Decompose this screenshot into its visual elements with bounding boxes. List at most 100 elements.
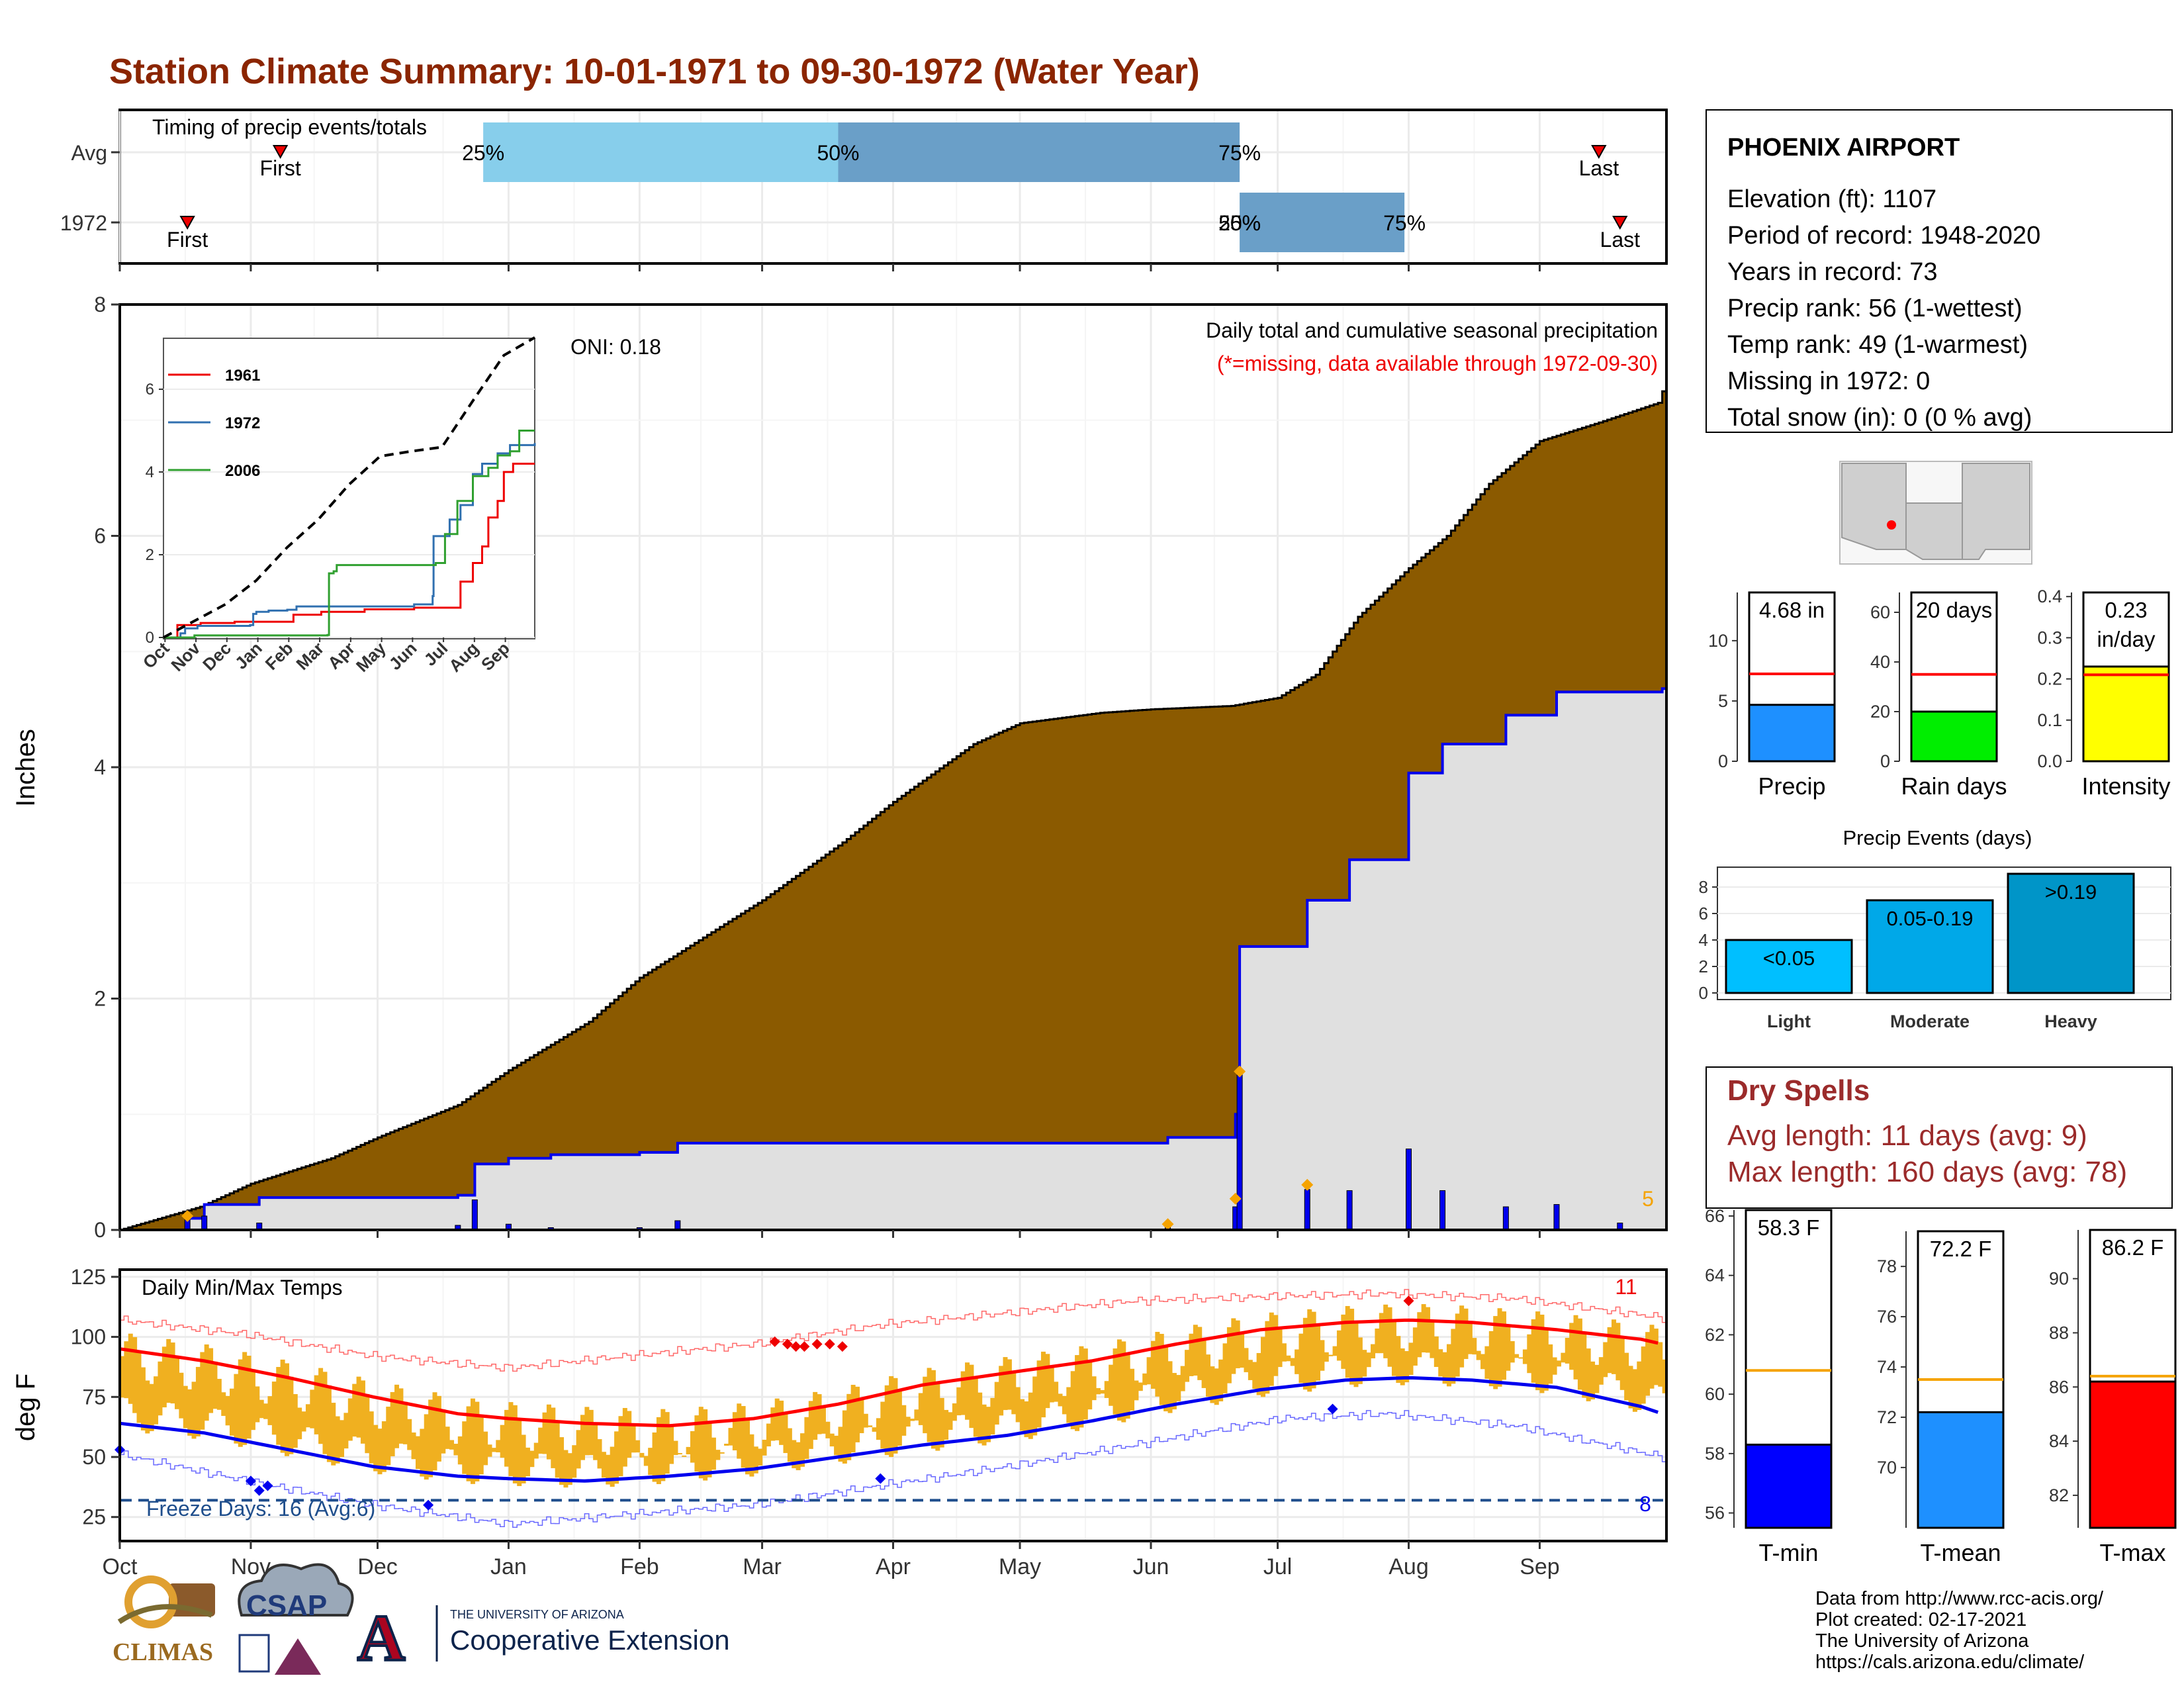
daily-temp-bar [905, 1417, 911, 1427]
daily-temp-bar [686, 1446, 691, 1455]
daily-temp-bar [394, 1384, 400, 1448]
summary-bar [2089, 1380, 2177, 1529]
daily-temp-bar [1493, 1316, 1498, 1389]
daily-temp-bar [1628, 1366, 1633, 1409]
daily-temp-bar [796, 1442, 801, 1470]
daily-temp-bar [1649, 1325, 1655, 1389]
y-tick-label: 0.0 [2037, 751, 2062, 771]
daily-temp-bar [850, 1384, 856, 1452]
extreme-precip-marker [1234, 1065, 1246, 1078]
daily-temp-bar [749, 1434, 754, 1477]
y-tick-label: 0.3 [2037, 628, 2062, 647]
daily-temp-bar [787, 1428, 792, 1462]
inset-legend-label: 1961 [225, 367, 260, 385]
x-tick-label: Aug [1388, 1554, 1429, 1579]
daily-temp-bar [1357, 1337, 1363, 1384]
daily-temp-bar [183, 1385, 188, 1429]
daily-temp-bar [204, 1344, 209, 1421]
daily-temp-bar [1206, 1354, 1210, 1397]
quartile-bar-lower [483, 122, 839, 182]
summary-value-label: 20 days [1916, 598, 1993, 622]
daily-temp-bar [462, 1421, 467, 1474]
summary-bar [1745, 1443, 1833, 1529]
oni-label: ONI: 0.18 [570, 335, 661, 359]
summary-value-label: 86.2 F [2102, 1235, 2164, 1260]
y-tick-label: 0 [94, 1218, 106, 1242]
daily-temp-bar [1371, 1344, 1376, 1359]
temp-ylabel: deg F [11, 1374, 40, 1441]
daily-temp-bar [800, 1433, 805, 1467]
daily-temp-bar [478, 1415, 484, 1475]
daily-temp-bar [1058, 1393, 1063, 1407]
daily-temp-bar [415, 1436, 420, 1470]
daily-temp-bar [1438, 1349, 1443, 1377]
daily-temp-bar [441, 1409, 446, 1454]
daily-temp-bar [1539, 1315, 1545, 1393]
daily-temp-bar [301, 1411, 306, 1432]
temp-panel-title: Daily Min/Max Temps [142, 1276, 342, 1299]
daily-temp-bar [1430, 1319, 1435, 1358]
daily-temp-bar [1451, 1329, 1456, 1384]
y-tick-label: 72 [1877, 1407, 1897, 1427]
inset-series-line [163, 443, 536, 639]
daily-temp-bar [956, 1387, 962, 1416]
timing-row-year-label: 1972 [60, 211, 107, 235]
daily-temp-bar [825, 1421, 831, 1438]
record-low-marker [423, 1499, 434, 1511]
record-low-marker [253, 1485, 265, 1496]
event-bar-label: <0.05 [1763, 947, 1815, 970]
dry-spells-max: Max length: 160 days (avg: 78) [1727, 1156, 2127, 1188]
daily-temp-bar [1138, 1382, 1143, 1391]
ua-logo-big-text: Cooperative Extension [450, 1624, 730, 1656]
daily-temp-bar [1632, 1369, 1637, 1412]
daily-temp-bar [627, 1411, 632, 1458]
y-tick-label: 56 [1705, 1503, 1725, 1523]
daily-temp-bar [872, 1427, 877, 1432]
daily-temp-bar [682, 1455, 687, 1457]
daily-temp-bar [1201, 1338, 1206, 1388]
daily-temp-bar [1320, 1340, 1325, 1371]
summary-panel-title: Precip [1758, 773, 1825, 800]
daily-precip-bar [1346, 1190, 1353, 1231]
daily-temp-bar [340, 1420, 345, 1458]
daily-temp-bar [1163, 1345, 1169, 1412]
extreme-precip-marker [181, 1210, 194, 1223]
daily-temp-bar [305, 1404, 310, 1428]
station-name: PHOENIX AIRPORT [1727, 134, 1960, 162]
year-last-marker [1612, 216, 1628, 230]
event-bar [2007, 872, 2135, 994]
daily-temp-bar [521, 1434, 526, 1483]
daily-temp-bar [322, 1372, 328, 1454]
daily-temp-bar [225, 1395, 230, 1426]
daily-temp-bar [191, 1382, 197, 1439]
y-tick-label: 58 [1705, 1444, 1725, 1464]
y-tick-label: 86 [2049, 1377, 2069, 1397]
daily-temp-bar [250, 1369, 255, 1430]
daily-temp-bar [128, 1333, 133, 1404]
station-line: Years in record: 73 [1727, 258, 1938, 286]
daily-temp-bar [195, 1366, 201, 1436]
daily-temp-bar [572, 1445, 577, 1478]
daily-temp-bar [1062, 1395, 1067, 1415]
daily-temp-bar [297, 1407, 302, 1440]
daily-temp-bar [1641, 1346, 1646, 1404]
station-location-marker [1887, 520, 1896, 530]
daily-temp-bar [424, 1414, 429, 1480]
daily-temp-bar [597, 1439, 602, 1469]
daily-temp-bar [855, 1386, 860, 1442]
daily-temp-bar [1189, 1333, 1194, 1376]
quartile-bar-upper [838, 122, 1240, 182]
daily-temp-bar [863, 1413, 868, 1428]
daily-temp-bar [1049, 1366, 1054, 1403]
daily-temp-bar [1391, 1319, 1396, 1376]
daily-temp-bar [1565, 1338, 1570, 1364]
daily-temp-bar [310, 1389, 315, 1429]
daily-temp-bar [1171, 1373, 1177, 1410]
daily-temp-bar [402, 1401, 408, 1444]
record-high-count: 11 [1615, 1275, 1637, 1299]
daily-temp-bar [1281, 1343, 1287, 1362]
daily-temp-bar [140, 1367, 146, 1430]
daily-temp-bar [238, 1359, 243, 1447]
